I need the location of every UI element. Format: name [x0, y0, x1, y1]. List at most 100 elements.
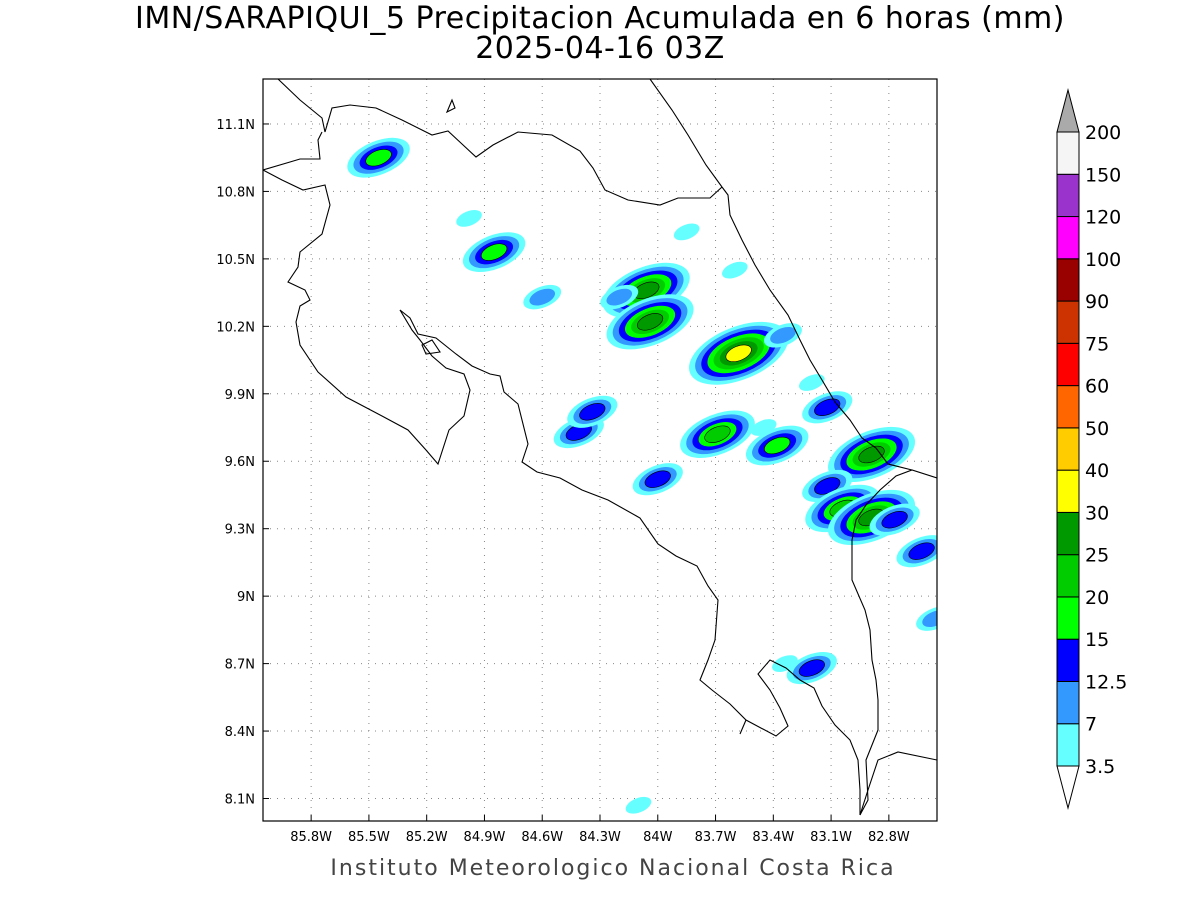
colorbar-label: 100 — [1085, 249, 1121, 271]
precip-contour — [644, 470, 671, 488]
precip-cell — [680, 410, 755, 458]
precip-cell — [462, 232, 526, 273]
precip-cell — [721, 261, 748, 279]
precip-cell — [916, 606, 937, 631]
precip-cell — [772, 655, 798, 672]
precip-cell — [456, 210, 482, 227]
colorbar-label: 90 — [1085, 291, 1109, 313]
lat-tick-label: 11.1N — [216, 118, 255, 133]
colorbar-segment — [1056, 511, 1080, 556]
colorbar-label: 12.5 — [1085, 671, 1127, 693]
lon-tick-label: 84.3W — [579, 830, 621, 845]
lat-tick-label: 9.9N — [225, 388, 255, 403]
precip-contour — [764, 436, 791, 455]
colorbar-segment — [1056, 385, 1080, 429]
precip-contour — [881, 511, 908, 529]
precip-cell — [606, 294, 694, 350]
small-island — [445, 98, 456, 114]
precipitation-cells — [347, 137, 937, 814]
lon-tick-label: 85.8W — [290, 830, 332, 845]
colorbar-label: 60 — [1085, 376, 1109, 398]
colorbar-segment — [1056, 216, 1080, 260]
colorbar-segment — [1056, 342, 1080, 387]
colorbar-segment — [1056, 469, 1080, 513]
nicoya-peninsula — [263, 169, 471, 466]
caribbean-north — [649, 79, 723, 188]
precip-contour — [480, 243, 508, 261]
precip-cell — [625, 796, 652, 814]
lat-tick-label: 9.3N — [225, 523, 255, 538]
precip-cell — [567, 395, 618, 428]
precip-cell — [347, 137, 410, 178]
colorbar-label: 3.5 — [1085, 756, 1115, 778]
longitude-axis: 85.8W 85.5W 85.2W 84.9W 84.6W 84.3W 84W 83.7W 83… — [290, 815, 910, 845]
colorbar-label: 120 — [1085, 207, 1121, 229]
lon-tick-label: 84.9W — [464, 830, 506, 845]
precip-cell — [523, 284, 562, 310]
colorbar-label: 75 — [1085, 333, 1109, 355]
map-content — [263, 79, 937, 816]
colorbar-label: 15 — [1085, 629, 1109, 651]
precip-contour — [770, 326, 796, 344]
precip-cell — [786, 652, 837, 685]
map-subtitle-date: 2025-04-16 03Z — [475, 31, 725, 66]
precip-contour — [799, 374, 825, 391]
lat-tick-label: 8.1N — [225, 793, 255, 808]
colorbar-segment — [1056, 554, 1080, 598]
lon-tick-label: 84W — [643, 830, 673, 845]
precip-cell — [827, 426, 916, 483]
colorbar-label: 7 — [1085, 714, 1097, 736]
lon-tick-label: 85.2W — [406, 830, 448, 845]
colorbar-segment — [1056, 300, 1080, 344]
colorbar-segment — [1056, 258, 1080, 302]
lon-tick-label: 83.4W — [752, 830, 794, 845]
precip-cell — [750, 419, 777, 436]
colorbar-segment — [1056, 723, 1080, 767]
precip-contour — [579, 403, 606, 421]
precip-contour — [814, 398, 841, 416]
precip-contour — [456, 210, 482, 227]
lat-tick-label: 10.5N — [216, 253, 255, 268]
colorbar-segment — [1056, 680, 1080, 725]
precip-contour — [365, 149, 392, 167]
colorbar-segment — [1056, 596, 1080, 640]
osa-peninsula — [739, 719, 747, 735]
lon-tick-label: 83.7W — [695, 830, 737, 845]
precip-cell — [763, 323, 802, 348]
colorbar-segment — [1056, 131, 1080, 175]
colorbar-segment — [1056, 173, 1080, 218]
colorbar-underflow-triangle — [1056, 765, 1080, 810]
panama-pacific — [859, 751, 937, 816]
precip-cell — [799, 374, 825, 391]
precip-cell — [688, 321, 789, 385]
coastlines — [263, 79, 937, 816]
colorbar-label: 40 — [1085, 460, 1109, 482]
colorbar-label: 50 — [1085, 418, 1109, 440]
lat-tick-label: 9.6N — [225, 455, 255, 470]
precip-contour — [704, 425, 731, 443]
footer-credit: Instituto Meteorologico Nacional Costa R… — [330, 856, 896, 881]
colorbar-overflow-triangle — [1056, 88, 1080, 133]
precip-cell — [600, 284, 639, 310]
map-title: IMN/SARAPIQUI_5 Precipitacion Acumulada … — [135, 1, 1065, 36]
precip-contour — [529, 288, 556, 306]
precip-contour — [673, 223, 700, 241]
precip-cell — [673, 223, 700, 241]
lon-tick-label: 85.5W — [348, 830, 390, 845]
colorbar-segment — [1056, 427, 1080, 471]
lat-tick-label: 10.8N — [216, 185, 255, 200]
precip-cell — [869, 503, 920, 536]
precip-contour — [636, 313, 664, 331]
colorbar-label: 25 — [1085, 545, 1109, 567]
precip-cell — [896, 535, 937, 568]
colorbar-label: 30 — [1085, 502, 1109, 524]
lat-tick-label: 8.7N — [225, 658, 255, 673]
lat-tick-label: 10.2N — [216, 320, 255, 335]
colorbar: 3.5 7 12.5 15 20 25 30 40 50 60 75 90 100 120 150 200 — [1056, 88, 1127, 810]
colorbar-segment — [1056, 638, 1080, 682]
colorbar-label: 200 — [1085, 122, 1121, 144]
precip-contour — [725, 344, 752, 362]
precip-contour — [922, 610, 937, 628]
gulf-of-nicoya-coast — [399, 309, 861, 815]
